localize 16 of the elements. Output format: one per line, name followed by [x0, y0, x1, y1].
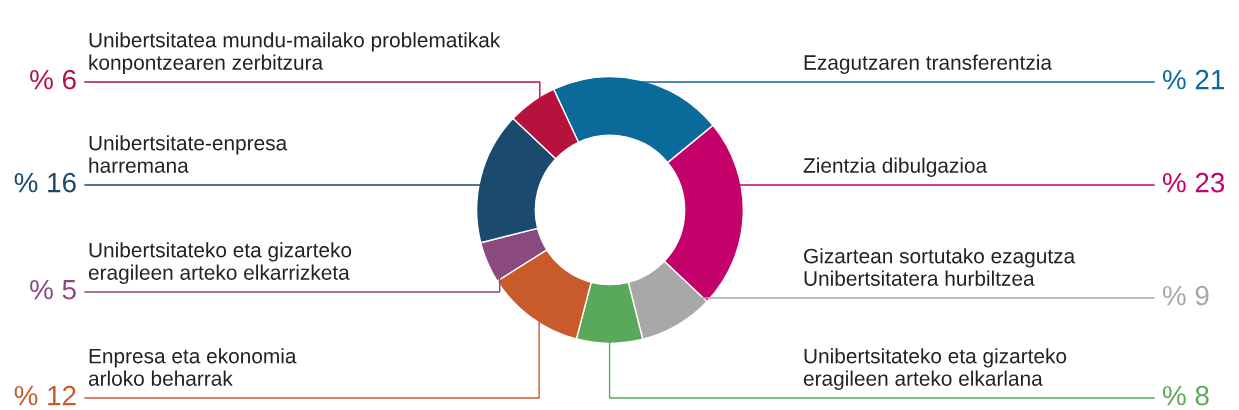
slice-label: Unibertsitate-enpresa harremana	[89, 135, 288, 173]
data-label: % 5	[30, 279, 76, 300]
data-label: % 16	[14, 172, 76, 193]
slice-label: Unibertsitateko eta gizarteko eragileen arteko elkarrizketa	[88, 242, 352, 284]
data-label: % 8	[1162, 385, 1209, 406]
data-label: % 21	[1162, 69, 1224, 90]
data-label: % 6	[30, 69, 76, 90]
slice-label: Ezagutzaren transferentzia	[804, 54, 1052, 74]
slice-label: Enpresa eta ekonomia arloko beharrak	[88, 348, 297, 386]
data-label: % 23	[1162, 172, 1225, 193]
data-label: % 9	[1162, 285, 1209, 306]
slice-label: Unibertsitatea mundu-mailako problematikak konpontzearen zerbitzura	[89, 32, 501, 74]
slice-label: Unibertsitateko eta gizarteko eragileen arteko elkarlana	[803, 348, 1067, 390]
slice-label: Gizartean sortutako ezagutza Unibertsitatera hurbiltzea	[804, 248, 1076, 286]
slice-label: Zientzia dibulgazioa	[803, 157, 988, 177]
data-label: % 12	[14, 385, 76, 406]
